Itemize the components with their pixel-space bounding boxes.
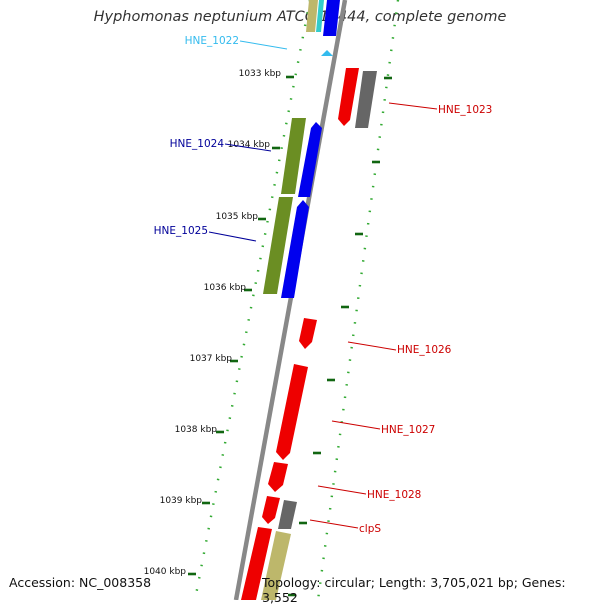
gc-skew-1024 <box>281 118 306 194</box>
tick-label: 1038 kbp <box>175 425 218 435</box>
leader-hne-1024 <box>224 143 272 152</box>
genome-backbone <box>233 0 348 600</box>
leader-hne-1028 <box>317 485 367 495</box>
tick-label: 1039 kbp <box>160 496 203 506</box>
label-hne-1025[interactable]: HNE_1025 <box>154 225 208 237</box>
tick-marks <box>188 75 392 597</box>
leader-hne-1025 <box>208 231 257 242</box>
label-clps[interactable]: clpS <box>359 523 381 535</box>
topology-text: Topology: circular; Length: 3,705,021 bp… <box>262 575 566 605</box>
outer-dotted-guide <box>316 0 400 600</box>
gene-hne-1024[interactable] <box>298 122 322 197</box>
label-hne-1026[interactable]: HNE_1026 <box>397 344 452 356</box>
feature-top-khaki <box>306 0 318 32</box>
tick-label: 1034 kbp <box>228 140 271 150</box>
gene-hne-1028[interactable] <box>268 462 288 492</box>
gene-hne-1022[interactable] <box>321 50 333 56</box>
leader-hne-1022 <box>239 40 288 50</box>
feature-top-cyan <box>316 0 324 32</box>
feature-bottom-khaki <box>261 531 291 600</box>
feature-gray-clps <box>278 500 297 529</box>
leader-clps <box>309 519 359 529</box>
feature-top-blue <box>323 0 340 36</box>
feature-gray-1023 <box>355 71 377 128</box>
label-hne-1028[interactable]: HNE_1028 <box>367 489 421 501</box>
accession-text: Accession: NC_008358 <box>9 575 152 590</box>
gene-clps[interactable] <box>262 496 280 524</box>
tick-label: 1040 kbp <box>144 567 187 577</box>
gene-hne-1026[interactable] <box>299 318 317 349</box>
gene-hne-1023[interactable] <box>338 68 359 126</box>
gc-skew-1025 <box>263 197 293 294</box>
leader-hne-1026 <box>347 341 397 351</box>
label-hne-1023[interactable]: HNE_1023 <box>438 104 492 116</box>
feature-bottom-red <box>241 527 272 600</box>
tick-label: 1036 kbp <box>204 283 247 293</box>
leader-hne-1023 <box>388 102 438 110</box>
leader-hne-1027 <box>331 420 381 430</box>
gene-hne-1027[interactable] <box>276 364 308 460</box>
gene-hne-1025[interactable] <box>281 200 309 298</box>
label-hne-1022[interactable]: HNE_1022 <box>185 35 239 47</box>
tick-label: 1033 kbp <box>239 69 282 79</box>
label-hne-1027[interactable]: HNE_1027 <box>381 424 435 436</box>
genome-title: Hyphomonas neptunium ATCC 15444, complet… <box>93 9 507 25</box>
tick-label: 1035 kbp <box>216 212 259 222</box>
tick-label: 1037 kbp <box>190 354 233 364</box>
label-hne-1024[interactable]: HNE_1024 <box>170 138 225 150</box>
